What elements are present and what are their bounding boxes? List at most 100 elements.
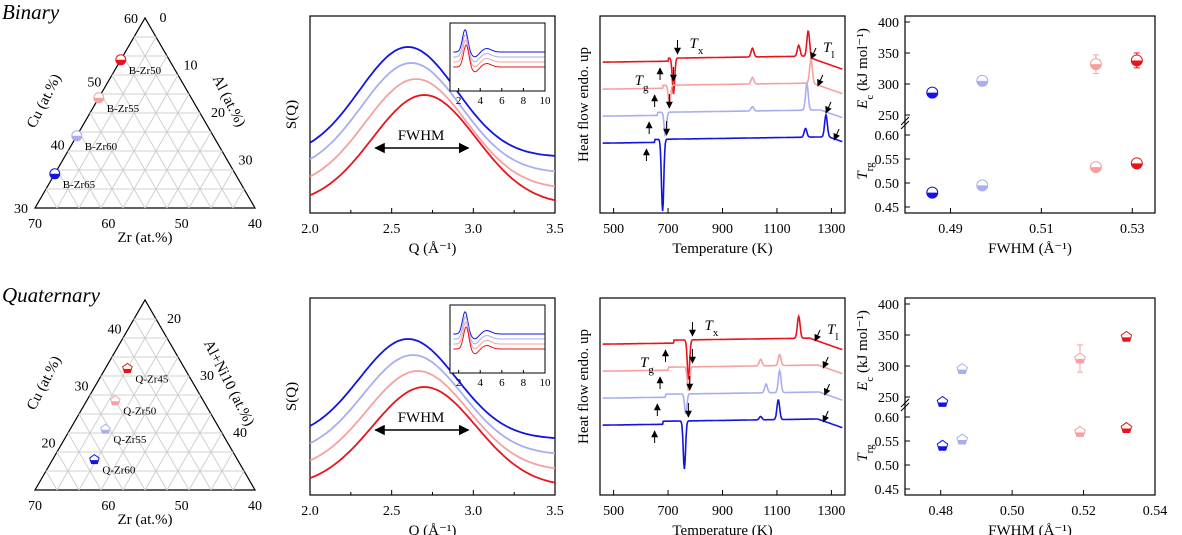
ternary-grid <box>78 131 124 209</box>
ternary-grid <box>144 112 201 209</box>
ternary-grid <box>78 413 124 491</box>
ternary-grid <box>56 36 157 209</box>
props-xtick-label: 0.53 <box>1120 222 1145 237</box>
marker-fill <box>1122 428 1131 433</box>
sq-xtick-label: 3.0 <box>465 504 483 519</box>
ternary-grid <box>100 74 179 209</box>
ec-point <box>936 395 949 407</box>
trg-point <box>936 439 949 451</box>
ternary-grid <box>122 337 212 491</box>
dsc-xtick-label: 1100 <box>763 222 790 237</box>
props-xtick-label: 0.51 <box>1029 222 1054 237</box>
ternary-left-tick: 60 <box>124 12 138 27</box>
sq-inset-tick: 10 <box>540 377 552 389</box>
dsc-series-line <box>602 112 843 212</box>
props-xtick-label: 0.52 <box>1071 504 1096 519</box>
marker-fill <box>1090 167 1102 173</box>
ternary-grid <box>89 394 146 491</box>
dsc-xtick-label: 900 <box>712 222 733 237</box>
props-frame <box>904 15 1156 214</box>
dsc-xlabel: Temperature (K) <box>672 241 772 257</box>
ec-ylabel: Ec (kJ mol⁻¹) <box>855 28 876 110</box>
ternary-grid <box>67 432 102 491</box>
marker-fill <box>926 192 938 199</box>
dsc-frame <box>599 297 846 496</box>
ec-ytick-label: 300 <box>878 360 899 375</box>
ec-ytick-label: 300 <box>878 78 899 93</box>
ternary-point <box>93 92 105 104</box>
sq-series-line <box>309 46 556 157</box>
fwhm-label: FWHM <box>398 128 445 144</box>
ternary-point-label: B-Zr55 <box>107 103 140 115</box>
trg-ytick-label: 0.45 <box>875 483 900 498</box>
props-xtick-label: 0.50 <box>1000 504 1025 519</box>
trg-ylabel: Trg <box>855 162 876 180</box>
dsc-tx-label: Tx <box>690 36 704 57</box>
sq-series-line <box>309 78 556 188</box>
ternary-grid <box>56 318 157 491</box>
ternary-left-tick: 40 <box>108 323 122 338</box>
ternary-bottom-tick: 60 <box>101 499 115 514</box>
ternary-bottom-tick: 60 <box>101 217 115 232</box>
sq-inset-tick: 8 <box>521 95 527 107</box>
ternary-grid <box>232 188 245 209</box>
sq-xlabel: Q (Å⁻¹) <box>409 523 457 535</box>
ternary-grid <box>45 470 58 491</box>
sq-inset-tick: 10 <box>540 95 552 107</box>
ternary-grid <box>56 169 80 209</box>
dsc-series-line <box>602 313 843 380</box>
dsc-frame <box>599 15 846 214</box>
props-xtick-label: 0.49 <box>938 222 963 237</box>
sq-inset-tick: 4 <box>477 377 483 389</box>
dsc-xlabel: Temperature (K) <box>672 523 772 535</box>
ec-ytick-label: 250 <box>878 109 899 124</box>
sq-xtick-label: 2.0 <box>301 504 319 519</box>
marker-fill <box>976 185 988 191</box>
trg-ytick-label: 0.55 <box>875 435 900 450</box>
ternary-point-label: B-Zr65 <box>63 179 96 191</box>
ec-point <box>976 74 989 87</box>
ternary-right-tick: 0 <box>160 11 167 26</box>
ternary-point-label: B-Zr50 <box>129 65 162 77</box>
marker-fill <box>938 446 947 451</box>
ternary-grid <box>100 375 168 491</box>
props-xlabel: FWHM (Å⁻¹) <box>988 523 1072 535</box>
ternary-bottom-tick: 40 <box>248 217 262 232</box>
dsc-xtick-label: 900 <box>712 504 733 519</box>
dsc-tl-arrow <box>825 101 832 114</box>
marker-fill <box>101 429 110 434</box>
dsc-series-line <box>602 368 843 415</box>
ternary-grid <box>45 188 58 209</box>
dsc-tg-label: Tg <box>635 73 649 94</box>
sq-xtick-label: 3.5 <box>546 504 564 519</box>
ec-ytick-label: 250 <box>878 391 899 406</box>
dsc-xtick-label: 700 <box>658 504 679 519</box>
dsc-tl-arrow <box>817 74 824 87</box>
ec-point <box>956 362 968 375</box>
ternary-right-tick: 20 <box>211 106 225 121</box>
dsc-xtick-label: 1100 <box>763 504 790 519</box>
ternary-grid <box>111 356 190 491</box>
ec-ytick-label: 350 <box>878 329 899 344</box>
marker-fill <box>1122 337 1131 342</box>
dsc-series-line <box>602 30 843 95</box>
props-xtick-label: 0.48 <box>928 504 953 519</box>
ternary-bottom-tick: 70 <box>28 217 42 232</box>
dsc-tl-label: Tl <box>827 322 838 343</box>
ternary-grid <box>111 74 190 209</box>
ternary-left-tick: 50 <box>87 75 101 90</box>
ternary-point <box>109 395 121 406</box>
sq-inset-tick: 2 <box>456 377 462 389</box>
marker-fill <box>111 401 120 405</box>
dsc-xtick-label: 1300 <box>817 222 845 237</box>
row-title-binary: Binary <box>2 0 60 24</box>
ternary-point <box>89 453 100 465</box>
marker-fill <box>976 80 988 87</box>
ternary-bottom-tick: 70 <box>28 499 42 514</box>
marker-fill <box>1075 359 1085 364</box>
ternary-bottom-label: Zr (at.%) <box>118 512 173 528</box>
trg-ytick-label: 0.55 <box>875 153 900 168</box>
ternary-right-tick: 30 <box>239 154 253 169</box>
trg-ytick-label: 0.60 <box>875 129 900 144</box>
